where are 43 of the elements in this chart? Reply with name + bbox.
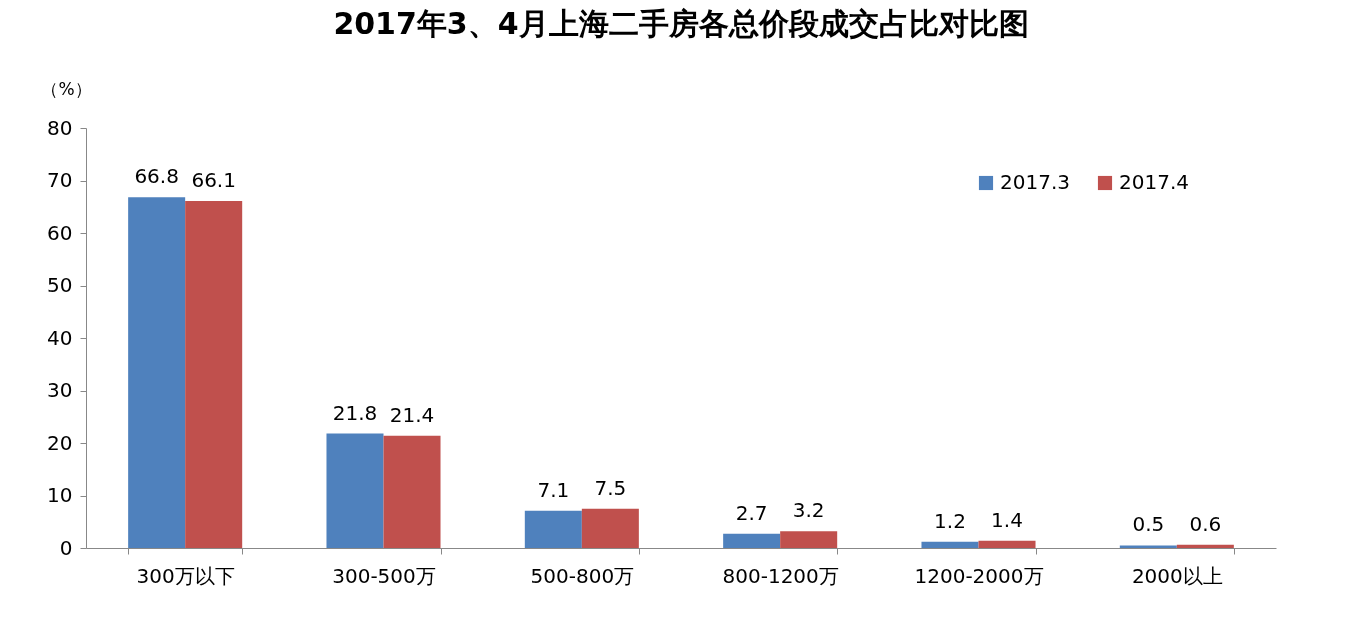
legend-label: 2017.4 bbox=[1119, 170, 1189, 194]
data-label: 1.2 bbox=[934, 508, 966, 533]
y-axis-title: （%） bbox=[41, 78, 92, 99]
bar bbox=[581, 508, 639, 548]
data-label: 0.5 bbox=[1132, 512, 1165, 537]
y-tick-label: 70 bbox=[47, 168, 73, 192]
bar bbox=[921, 541, 979, 548]
bar bbox=[185, 200, 243, 548]
data-label: 66.1 bbox=[191, 167, 236, 192]
x-tick-label: 300万以下 bbox=[136, 563, 235, 588]
x-tick-label: 500-800万 bbox=[530, 563, 635, 588]
x-tick-label: 300-500万 bbox=[332, 563, 436, 588]
y-tick-label: 60 bbox=[47, 220, 73, 245]
data-label: 0.6 bbox=[1189, 511, 1222, 536]
data-label: 7.5 bbox=[594, 475, 627, 500]
data-label: 21.8 bbox=[332, 400, 378, 425]
bar bbox=[524, 510, 582, 548]
bar bbox=[780, 531, 838, 548]
y-tick-label: 0 bbox=[59, 535, 73, 560]
x-tick-label: 1200-2000万 bbox=[914, 563, 1044, 588]
y-tick-label: 10 bbox=[47, 483, 73, 507]
x-tick-label: 2000以上 bbox=[1131, 563, 1223, 588]
y-tick-label: 30 bbox=[47, 378, 73, 402]
data-label: 2.7 bbox=[735, 500, 768, 525]
bar bbox=[978, 540, 1036, 548]
bar bbox=[1119, 545, 1177, 548]
bar bbox=[128, 197, 186, 548]
bar bbox=[383, 435, 441, 548]
chart-title: 2017年3、4月上海二手房各总价段成交占比对比图 bbox=[333, 6, 1029, 41]
data-label: 66.8 bbox=[134, 164, 179, 189]
data-label: 3.2 bbox=[792, 498, 825, 523]
data-label: 21.4 bbox=[389, 402, 435, 427]
y-tick-label: 80 bbox=[47, 115, 73, 140]
legend-label: 2017.3 bbox=[1000, 170, 1070, 194]
x-tick-label: 800-1200万 bbox=[722, 563, 839, 588]
y-tick-label: 40 bbox=[47, 325, 73, 350]
data-label: 1.4 bbox=[991, 507, 1023, 532]
y-tick-label: 50 bbox=[47, 273, 73, 297]
bar bbox=[326, 433, 384, 548]
bar bbox=[723, 533, 781, 548]
y-tick-label: 20 bbox=[47, 430, 73, 455]
bar bbox=[1176, 544, 1234, 548]
data-label: 7.1 bbox=[537, 477, 570, 502]
